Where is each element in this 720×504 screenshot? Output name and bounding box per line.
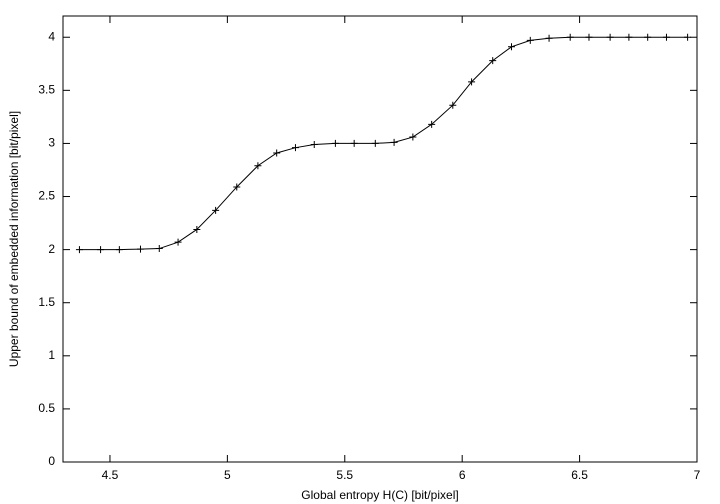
y-tick-label: 1.5: [38, 295, 55, 309]
data-point: [390, 138, 398, 146]
y-tick-label: 0.5: [38, 401, 55, 415]
data-point: [136, 245, 144, 253]
data-point: [545, 34, 553, 42]
data-line: [79, 36, 688, 251]
data-point: [254, 162, 262, 170]
data-point: [155, 245, 163, 253]
x-tick-label: 5: [224, 468, 231, 482]
data-point: [449, 101, 457, 109]
data-point: [489, 57, 497, 65]
data-point: [212, 206, 220, 214]
plot-frame: [62, 15, 698, 463]
data-point: [606, 33, 614, 41]
data-point: [662, 33, 670, 41]
data-point: [428, 120, 436, 128]
data-point: [193, 225, 201, 233]
y-tick-label: 2.5: [38, 189, 55, 203]
data-point: [371, 139, 379, 147]
y-tick-label: 2: [48, 242, 55, 256]
data-point: [526, 36, 534, 44]
x-tick-label: 5.5: [336, 468, 353, 482]
data-point: [233, 183, 241, 191]
data-point: [684, 33, 692, 41]
data-point: [644, 33, 652, 41]
data-point: [468, 78, 476, 86]
y-tick-label: 4: [48, 29, 55, 43]
y-axis-label: Upper bound of embedded information [bit…: [7, 111, 21, 367]
data-point: [310, 140, 318, 148]
y-tick-label: 3.5: [38, 83, 55, 97]
y-tick-label: 0: [48, 454, 55, 468]
data-point: [585, 33, 593, 41]
data-point: [273, 149, 281, 157]
x-tick-label: 6: [459, 468, 466, 482]
data-point: [97, 246, 105, 254]
data-point: [331, 139, 339, 147]
x-tick-label: 6.5: [571, 468, 588, 482]
data-point: [174, 238, 182, 246]
y-tick-label: 3: [48, 136, 55, 150]
data-point: [507, 43, 515, 51]
x-tick-label: 7: [694, 468, 701, 482]
data-point: [115, 246, 123, 254]
data-point: [625, 33, 633, 41]
data-point: [409, 133, 417, 141]
y-tick-label: 1: [48, 348, 55, 362]
data-point: [75, 246, 83, 254]
data-point: [291, 144, 299, 152]
x-tick-label: 4.5: [102, 468, 119, 482]
x-axis-label: Global entropy H(C) [bit/pixel]: [301, 488, 458, 502]
data-point: [350, 139, 358, 147]
data-point: [566, 33, 574, 41]
